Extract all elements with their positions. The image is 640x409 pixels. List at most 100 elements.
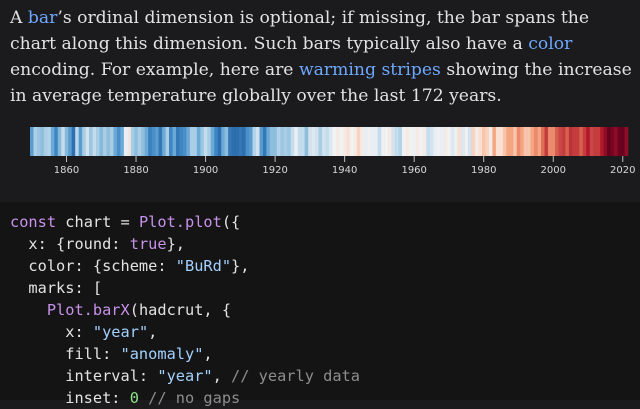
stripe-1965 bbox=[429, 127, 434, 156]
stripe-1944 bbox=[356, 127, 361, 156]
stripe-1934 bbox=[322, 127, 326, 156]
prose-text: encoding. For example, here are bbox=[10, 60, 299, 80]
code-line: interval: "year", // yearly data bbox=[10, 365, 360, 387]
stripe-1909 bbox=[235, 127, 239, 156]
x-tick-label: 1900 bbox=[193, 165, 218, 176]
x-axis: 1860 1880 1900 1920 1940 1960 1980 2000 2020 bbox=[54, 156, 636, 176]
stripe-1955 bbox=[395, 127, 399, 156]
code-text: inset: bbox=[10, 389, 130, 407]
stripe-1975 bbox=[464, 127, 469, 156]
code-string: "year" bbox=[157, 367, 213, 385]
stripe-1991 bbox=[520, 127, 524, 156]
code-text bbox=[10, 301, 47, 319]
stripe-1976 bbox=[468, 127, 472, 156]
code-comment: // yearly data bbox=[231, 367, 360, 385]
stripe-1931 bbox=[311, 127, 316, 156]
stripe-1978 bbox=[475, 127, 479, 156]
stripe-1914 bbox=[252, 127, 257, 156]
stripe-1962 bbox=[419, 127, 424, 156]
stripe-1896 bbox=[189, 127, 194, 156]
stripe-1883 bbox=[144, 127, 149, 156]
stripe-1875 bbox=[116, 127, 121, 156]
stripe-1913 bbox=[249, 127, 253, 156]
color-link[interactable]: color bbox=[528, 34, 573, 54]
stripe-1905 bbox=[221, 127, 225, 156]
bar-link[interactable]: bar bbox=[27, 8, 58, 28]
stripe-1956 bbox=[398, 127, 403, 156]
stripe-1972 bbox=[454, 127, 458, 156]
code-text: }, bbox=[231, 257, 250, 275]
code-text: , bbox=[203, 345, 213, 363]
code-text: marks: [ bbox=[10, 279, 103, 297]
stripe-2008 bbox=[579, 127, 584, 156]
stripe-1928 bbox=[301, 127, 305, 156]
stripe-1983 bbox=[492, 127, 497, 156]
stripe-2006 bbox=[572, 127, 577, 156]
stripe-2003 bbox=[561, 127, 566, 156]
stripe-1977 bbox=[471, 127, 476, 156]
code-string: "year" bbox=[92, 323, 149, 341]
stripe-1996 bbox=[537, 127, 542, 156]
stripe-1933 bbox=[318, 127, 323, 156]
stripe-1892 bbox=[176, 127, 180, 156]
stripe-1885 bbox=[151, 127, 156, 156]
stripe-1998 bbox=[544, 127, 549, 156]
stripe-1953 bbox=[388, 127, 392, 156]
code-string: "anomaly" bbox=[120, 345, 204, 363]
stripe-2020 bbox=[621, 127, 625, 156]
code-text: (hadcrut, { bbox=[129, 301, 232, 319]
stripe-1906 bbox=[224, 127, 229, 156]
code-line: const chart = Plot.plot({ bbox=[10, 211, 240, 233]
code-text: x: {round: bbox=[10, 235, 130, 253]
code-text: interval: bbox=[10, 367, 158, 385]
stripe-1942 bbox=[349, 127, 354, 156]
stripe-1862 bbox=[71, 127, 76, 156]
stripe-1969 bbox=[443, 127, 448, 156]
stripe-1920 bbox=[273, 127, 278, 156]
code-function: Plot.plot bbox=[138, 213, 222, 231]
intro-paragraph: A bar’s ordinal dimension is optional; i… bbox=[10, 5, 640, 109]
stripe-1866 bbox=[85, 127, 90, 156]
stripe-1926 bbox=[294, 127, 299, 156]
stripe-1891 bbox=[172, 127, 177, 156]
stripe-1930 bbox=[308, 127, 312, 156]
prose-text: A bbox=[10, 8, 28, 28]
stripe-1908 bbox=[231, 127, 236, 156]
stripe-1861 bbox=[68, 127, 73, 156]
stripe-1873 bbox=[109, 127, 114, 156]
stripe-1943 bbox=[353, 127, 358, 156]
stripe-1904 bbox=[217, 127, 222, 156]
stripe-2004 bbox=[565, 127, 570, 156]
code-text: chart = bbox=[56, 213, 139, 231]
warming-stripes-link[interactable]: warming stripes bbox=[298, 60, 441, 80]
stripe-1868 bbox=[92, 127, 97, 156]
stripe-1881 bbox=[137, 127, 142, 156]
code-text: fill: bbox=[10, 345, 121, 363]
stripe-1918 bbox=[266, 127, 271, 156]
x-tick-label: 1920 bbox=[262, 165, 287, 176]
stripe-1936 bbox=[329, 127, 333, 156]
stripe-1981 bbox=[485, 127, 490, 156]
stripe-2012 bbox=[593, 127, 598, 156]
stripe-1989 bbox=[513, 127, 518, 156]
stripe-1884 bbox=[148, 127, 152, 156]
stripe-1864 bbox=[78, 127, 83, 156]
stripe-1912 bbox=[245, 127, 250, 156]
x-tick-label: 1960 bbox=[401, 165, 426, 176]
stripe-1958 bbox=[405, 127, 410, 156]
stripe-1893 bbox=[179, 127, 184, 156]
stripe-2017 bbox=[610, 127, 615, 156]
stripe-1850 bbox=[30, 127, 34, 156]
stripe-2001 bbox=[554, 127, 559, 156]
stripe-1961 bbox=[415, 127, 420, 156]
code-line: x: "year", bbox=[10, 321, 157, 343]
code-text: ({ bbox=[221, 213, 241, 231]
stripe-1993 bbox=[527, 127, 531, 156]
stripe-1973 bbox=[457, 127, 462, 156]
stripe-1865 bbox=[82, 127, 86, 156]
x-tick-label: 2020 bbox=[610, 165, 635, 176]
stripe-1950 bbox=[377, 127, 382, 156]
stripe-1960 bbox=[412, 127, 417, 156]
stripe-2000 bbox=[551, 127, 556, 156]
stripe-1867 bbox=[89, 127, 93, 156]
